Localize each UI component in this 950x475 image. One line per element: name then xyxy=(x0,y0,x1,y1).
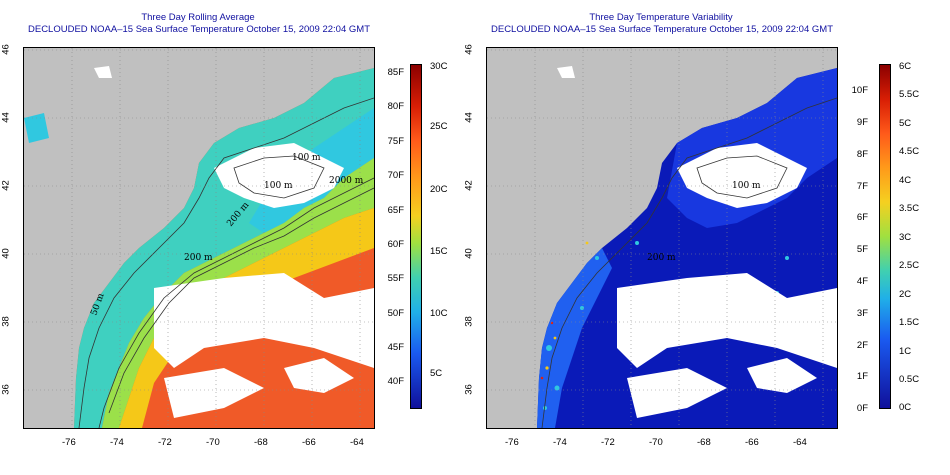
left-colorbar xyxy=(410,64,422,409)
x-tick: -72 xyxy=(601,437,615,448)
left-title: Three Day Rolling Average xyxy=(141,12,255,23)
colorbar-label-c: 6C xyxy=(899,61,912,72)
contour-label: 100 m xyxy=(264,181,293,191)
x-tick: -64 xyxy=(793,437,807,448)
y-tick: 38 xyxy=(0,316,12,327)
y-tick: 40 xyxy=(0,248,12,259)
colorbar-label-f: 1F xyxy=(856,371,868,382)
x-tick: -76 xyxy=(62,437,76,448)
colorbar-label-c: 2C xyxy=(899,289,912,300)
y-tick: 42 xyxy=(0,180,12,191)
x-tick: -74 xyxy=(110,437,124,448)
colorbar-label-f: 3F xyxy=(856,308,868,319)
x-tick: -72 xyxy=(158,437,172,448)
colorbar-label-c: 20C xyxy=(430,184,448,195)
colorbar-label-c: 25C xyxy=(430,121,448,132)
x-tick: -70 xyxy=(649,437,663,448)
y-tick: 46 xyxy=(463,44,475,55)
colorbar-label-c: 1.5C xyxy=(899,317,920,328)
colorbar-label-c: 30C xyxy=(430,61,448,72)
colorbar-label-c: 10C xyxy=(430,308,448,319)
colorbar-label-c: 5C xyxy=(430,368,443,379)
colorbar-label-f: 9F xyxy=(856,117,868,128)
right-subtitle: DECLOUDED NOAA–15 Sea Surface Temperatur… xyxy=(491,24,833,35)
right-map: 100 m 200 m xyxy=(486,47,838,429)
colorbar-label-f: 8F xyxy=(856,149,868,160)
colorbar-label-f: 7F xyxy=(856,181,868,192)
contour-label: 200 m xyxy=(647,253,676,263)
y-tick: 36 xyxy=(463,384,475,395)
colorbar-label-f: 2F xyxy=(856,340,868,351)
colorbar-label-c: 2.5C xyxy=(899,260,920,271)
y-tick: 38 xyxy=(463,316,475,327)
right-colorbar xyxy=(879,64,891,409)
colorbar-label-c: 5C xyxy=(899,118,912,129)
left-map: 100 m 100 m 2000 m 200 m 200 m 50 m xyxy=(23,47,375,429)
colorbar-label-f: 85F xyxy=(387,67,404,78)
contour-label: 100 m xyxy=(732,181,761,191)
colorbar-label-f: 4F xyxy=(856,276,868,287)
colorbar-label-c: 0C xyxy=(899,402,912,413)
y-tick: 40 xyxy=(463,248,475,259)
y-tick: 36 xyxy=(0,384,12,395)
colorbar-label-f: 5F xyxy=(856,244,868,255)
x-tick: -68 xyxy=(697,437,711,448)
colorbar-label-f: 70F xyxy=(387,170,404,181)
x-tick: -66 xyxy=(302,437,316,448)
x-tick: -76 xyxy=(505,437,519,448)
land-mass xyxy=(487,48,837,428)
x-tick: -68 xyxy=(254,437,268,448)
contour-label: 2000 m xyxy=(329,176,364,186)
colorbar-label-f: 0F xyxy=(856,403,868,414)
colorbar-label-c: 3C xyxy=(899,232,912,243)
colorbar-label-c: 1C xyxy=(899,346,912,357)
colorbar-label-c: 3.5C xyxy=(899,203,920,214)
contour-label: 100 m xyxy=(292,153,321,163)
colorbar-label-c: 4.5C xyxy=(899,146,920,157)
colorbar-label-f: 65F xyxy=(387,205,404,216)
y-tick: 44 xyxy=(463,112,475,123)
colorbar-label-c: 0.5C xyxy=(899,374,920,385)
colorbar-label-c: 4C xyxy=(899,175,912,186)
colorbar-label-f: 50F xyxy=(387,308,404,319)
colorbar-label-f: 10F xyxy=(851,85,868,96)
contour-label: 200 m xyxy=(184,253,213,263)
land-mass xyxy=(24,48,374,428)
colorbar-label-c: 15C xyxy=(430,246,448,257)
colorbar-label-f: 40F xyxy=(387,376,404,387)
colorbar-label-f: 45F xyxy=(387,342,404,353)
x-tick: -74 xyxy=(553,437,567,448)
colorbar-label-c: 5.5C xyxy=(899,89,920,100)
right-title: Three Day Temperature Variability xyxy=(589,12,733,23)
y-tick: 46 xyxy=(0,44,12,55)
x-tick: -66 xyxy=(745,437,759,448)
colorbar-label-f: 75F xyxy=(387,136,404,147)
left-subtitle: DECLOUDED NOAA–15 Sea Surface Temperatur… xyxy=(28,24,370,35)
colorbar-label-f: 60F xyxy=(387,239,404,250)
colorbar-label-f: 80F xyxy=(387,101,404,112)
x-tick: -64 xyxy=(350,437,364,448)
colorbar-label-f: 55F xyxy=(387,273,404,284)
y-tick: 42 xyxy=(463,180,475,191)
x-tick: -70 xyxy=(206,437,220,448)
y-tick: 44 xyxy=(0,112,12,123)
colorbar-label-f: 6F xyxy=(856,212,868,223)
